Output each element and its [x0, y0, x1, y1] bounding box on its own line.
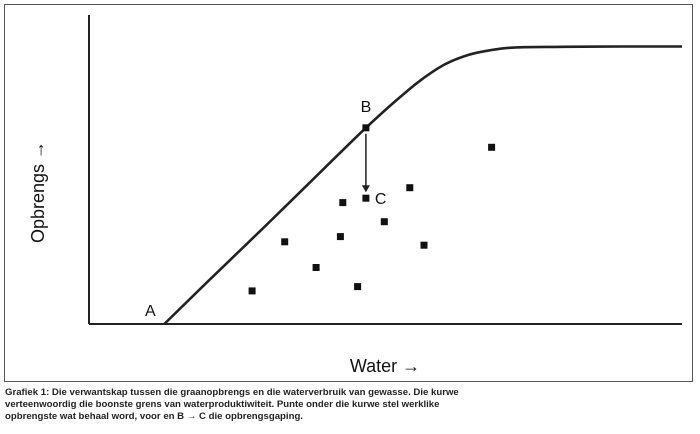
point-label-a: A [145, 303, 156, 320]
figure-frame [4, 4, 693, 382]
figure-caption: Grafiek 1: Die verwantskap tussen die gr… [5, 387, 459, 423]
data-point-9 [406, 184, 414, 192]
x-axis-title: Water → [350, 356, 420, 376]
boundary-curve [163, 45, 682, 325]
data-point-8 [362, 194, 370, 202]
data-points [248, 124, 496, 295]
y-axis-title: Opbrengs → [28, 141, 48, 243]
data-point-7 [380, 218, 388, 226]
data-point-4 [336, 233, 344, 241]
point-label-c: C [375, 191, 387, 208]
data-point-2 [281, 238, 289, 246]
data-point-5 [339, 199, 347, 207]
data-point-10 [420, 241, 428, 249]
data-point-11 [488, 143, 496, 151]
data-point-3 [312, 264, 320, 271]
point-label-b: B [361, 99, 372, 116]
point-b-marker [362, 124, 370, 132]
data-point-1 [248, 287, 256, 295]
data-point-6 [354, 283, 362, 291]
